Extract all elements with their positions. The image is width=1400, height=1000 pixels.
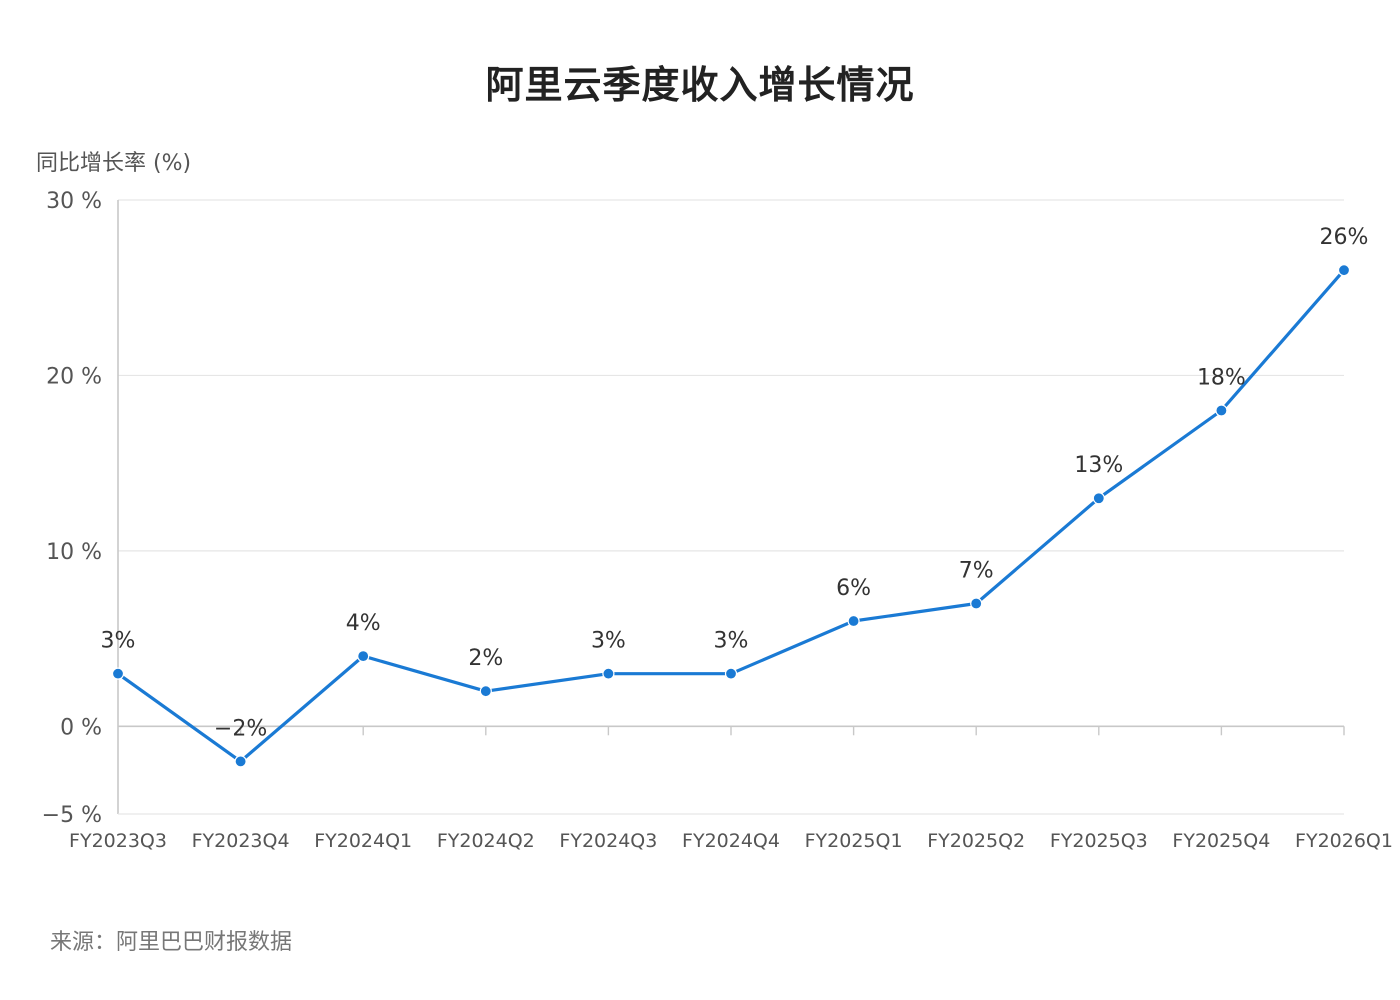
x-tick-label: FY2024Q2 bbox=[437, 830, 535, 852]
data-label: 6% bbox=[836, 576, 871, 601]
y-tick-label: 10 % bbox=[46, 540, 102, 565]
y-tick-labels: 30 % 20 % 10 % 0 % −5 % bbox=[42, 189, 102, 828]
data-point bbox=[357, 650, 370, 663]
y-axis-title: 同比增长率 (%) bbox=[36, 151, 192, 176]
x-tick-label: FY2025Q1 bbox=[805, 830, 903, 852]
data-label: 4% bbox=[346, 611, 381, 636]
data-point bbox=[234, 755, 247, 768]
y-tick-label: −5 % bbox=[42, 803, 102, 828]
data-point bbox=[1215, 404, 1228, 417]
series-line bbox=[116, 268, 1346, 764]
data-label: 7% bbox=[959, 558, 994, 583]
data-point bbox=[1092, 492, 1105, 505]
data-point bbox=[847, 614, 860, 628]
data-label: 2% bbox=[468, 646, 503, 671]
data-point bbox=[111, 667, 125, 680]
data-point bbox=[970, 597, 983, 610]
series bbox=[111, 264, 1351, 768]
x-tick-label: FY2025Q4 bbox=[1172, 830, 1270, 852]
x-tick-label: FY2023Q3 bbox=[69, 830, 167, 852]
data-point bbox=[479, 685, 492, 698]
data-point bbox=[724, 667, 738, 680]
y-tick-label: 30 % bbox=[46, 189, 102, 214]
x-tick-label: FY2024Q3 bbox=[559, 830, 657, 852]
data-point bbox=[602, 667, 615, 680]
data-labels: 3% −2% 4% 2% 3% 3% 6% 7% 13% 18% 26% bbox=[101, 225, 1369, 741]
data-label: 3% bbox=[714, 629, 749, 654]
data-label: −2% bbox=[214, 716, 267, 741]
x-tick-label: FY2024Q4 bbox=[682, 830, 780, 852]
y-tick-label: 0 % bbox=[60, 715, 102, 740]
chart-title: 阿里云季度收入增长情况 bbox=[485, 63, 915, 107]
y-tick-label: 20 % bbox=[46, 364, 102, 389]
data-label: 3% bbox=[591, 629, 626, 654]
x-tick-label: FY2026Q1 bbox=[1295, 830, 1393, 852]
data-label: 18% bbox=[1197, 366, 1246, 391]
data-point bbox=[1337, 264, 1351, 277]
x-tick-label: FY2023Q4 bbox=[192, 830, 290, 852]
data-label: 26% bbox=[1320, 225, 1369, 250]
source-note: 来源：阿里巴巴财报数据 bbox=[50, 930, 293, 955]
axes bbox=[117, 200, 1345, 815]
data-label: 3% bbox=[101, 629, 136, 654]
x-tick-label: FY2024Q1 bbox=[314, 830, 412, 852]
gridlines bbox=[118, 199, 1344, 552]
data-label: 13% bbox=[1074, 453, 1123, 478]
x-tick-labels: FY2023Q3 FY2023Q4 FY2024Q1 FY2024Q2 FY2024Q3… bbox=[69, 830, 1393, 852]
x-tick-label: FY2025Q2 bbox=[927, 830, 1025, 852]
x-tick-label: FY2025Q3 bbox=[1050, 830, 1148, 852]
